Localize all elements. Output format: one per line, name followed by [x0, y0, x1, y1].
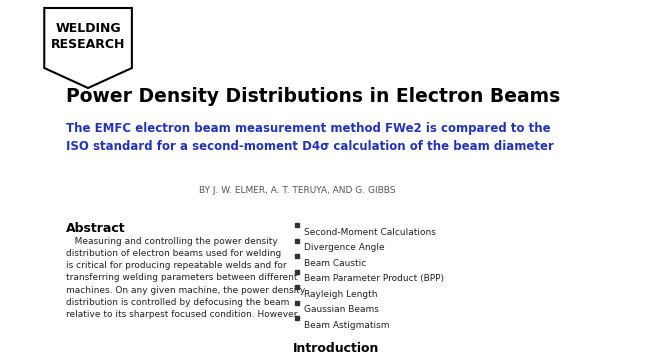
Text: Second-Moment Calculations: Second-Moment Calculations [304, 228, 436, 237]
Text: Rayleigh Length: Rayleigh Length [304, 290, 378, 299]
Text: Beam Caustic: Beam Caustic [304, 259, 366, 268]
Text: Abstract: Abstract [66, 222, 126, 235]
Text: Measuring and controlling the power density
distribution of electron beams used : Measuring and controlling the power dens… [66, 237, 306, 319]
Polygon shape [45, 8, 132, 88]
Text: Divergence Angle: Divergence Angle [304, 244, 385, 253]
Text: Gaussian Beams: Gaussian Beams [304, 306, 379, 314]
Text: The EMFC electron beam measurement method FWe2 is compared to the
ISO standard f: The EMFC electron beam measurement metho… [66, 122, 554, 154]
Text: RESEARCH: RESEARCH [51, 37, 125, 50]
Text: WELDING: WELDING [55, 21, 121, 34]
Text: Power Density Distributions in Electron Beams: Power Density Distributions in Electron … [66, 87, 561, 106]
Text: Beam Astigmatism: Beam Astigmatism [304, 321, 390, 330]
Text: BY J. W. ELMER, A. T. TERUYA, AND G. GIBBS: BY J. W. ELMER, A. T. TERUYA, AND G. GIB… [199, 186, 395, 195]
Text: Introduction: Introduction [293, 342, 380, 355]
Text: Beam Parameter Product (BPP): Beam Parameter Product (BPP) [304, 274, 444, 284]
